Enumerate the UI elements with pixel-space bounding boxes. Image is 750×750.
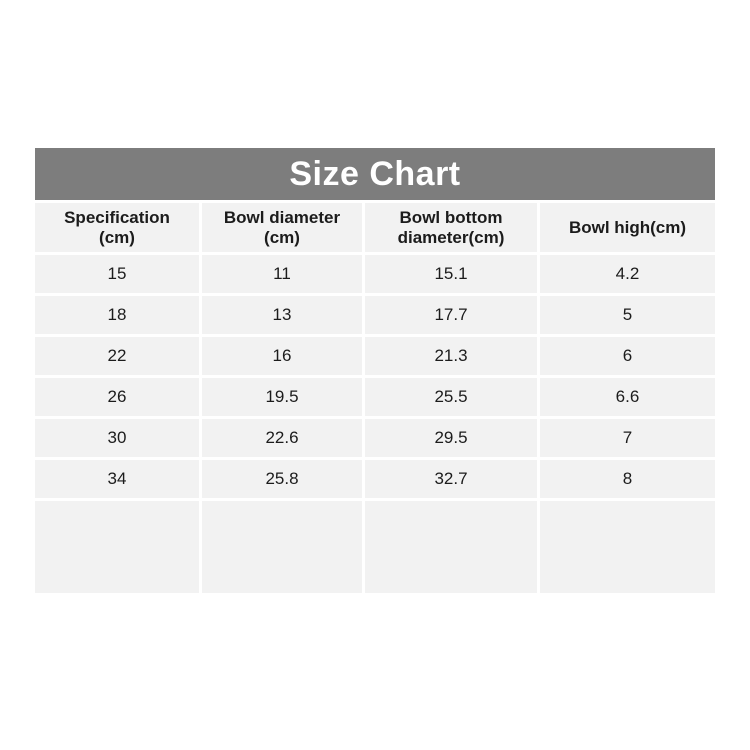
- table-cell-specification: 30: [35, 419, 199, 457]
- table-cell-bowl-diameter: 11: [202, 255, 362, 293]
- table-cell-bowl-bottom-diameter: 29.5: [365, 419, 537, 457]
- size-chart-table: Size Chart Specification (cm) Bowl diame…: [35, 148, 715, 593]
- empty-cell: [35, 501, 199, 593]
- empty-cell: [202, 501, 362, 593]
- table-cell-bowl-diameter: 25.8: [202, 460, 362, 498]
- size-chart-title: Size Chart: [35, 148, 715, 200]
- table-cell-specification: 22: [35, 337, 199, 375]
- size-chart-grid: Specification (cm) Bowl diameter (cm) Bo…: [35, 203, 715, 593]
- column-header-bowl-diameter: Bowl diameter (cm): [202, 203, 362, 252]
- table-cell-bowl-high: 6.6: [540, 378, 715, 416]
- table-cell-bowl-bottom-diameter: 32.7: [365, 460, 537, 498]
- empty-cell: [365, 501, 537, 593]
- table-cell-bowl-high: 8: [540, 460, 715, 498]
- table-cell-specification: 15: [35, 255, 199, 293]
- table-cell-bowl-bottom-diameter: 25.5: [365, 378, 537, 416]
- empty-cell: [540, 501, 715, 593]
- column-header-specification: Specification (cm): [35, 203, 199, 252]
- table-cell-bowl-bottom-diameter: 15.1: [365, 255, 537, 293]
- table-cell-specification: 34: [35, 460, 199, 498]
- table-cell-bowl-high: 6: [540, 337, 715, 375]
- table-cell-bowl-diameter: 13: [202, 296, 362, 334]
- table-cell-bowl-bottom-diameter: 17.7: [365, 296, 537, 334]
- table-cell-bowl-high: 5: [540, 296, 715, 334]
- table-cell-bowl-diameter: 16: [202, 337, 362, 375]
- column-header-bowl-high: Bowl high(cm): [540, 203, 715, 252]
- table-cell-specification: 26: [35, 378, 199, 416]
- table-cell-specification: 18: [35, 296, 199, 334]
- column-header-bowl-bottom-diameter: Bowl bottom diameter(cm): [365, 203, 537, 252]
- table-cell-bowl-diameter: 19.5: [202, 378, 362, 416]
- table-cell-bowl-diameter: 22.6: [202, 419, 362, 457]
- table-cell-bowl-high: 7: [540, 419, 715, 457]
- table-cell-bowl-bottom-diameter: 21.3: [365, 337, 537, 375]
- table-cell-bowl-high: 4.2: [540, 255, 715, 293]
